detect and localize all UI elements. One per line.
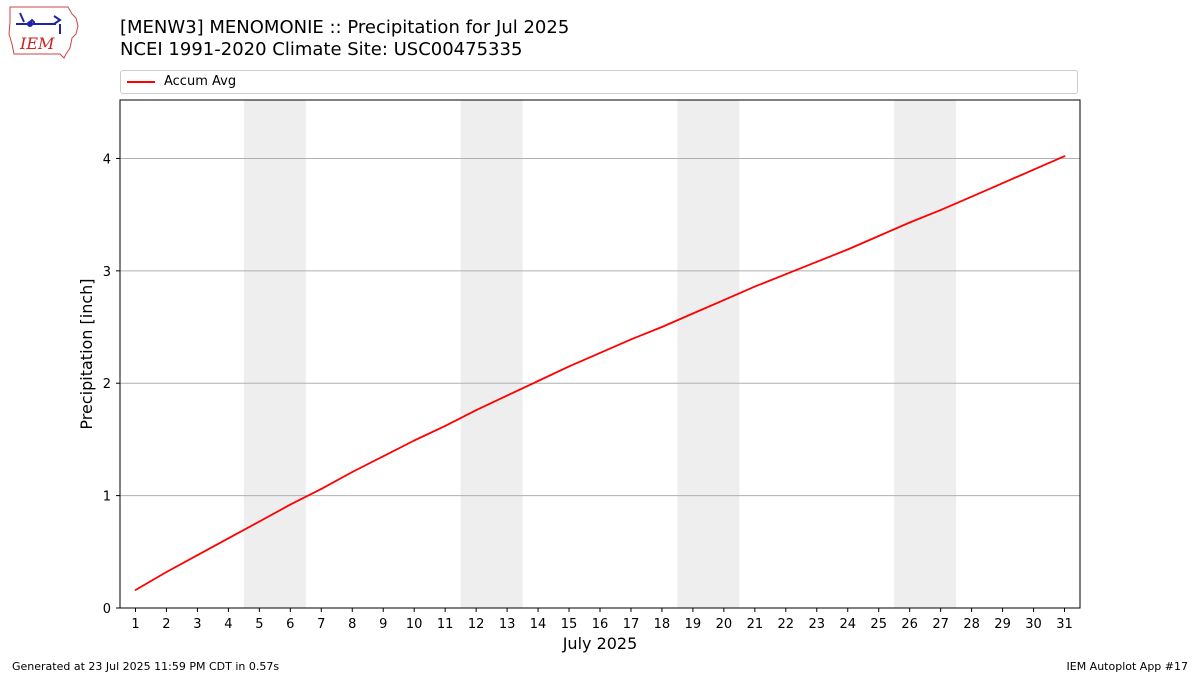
data-point-day-3 bbox=[196, 554, 199, 557]
y-tick-label-0: 0 bbox=[103, 602, 111, 617]
data-point-day-24 bbox=[846, 248, 849, 251]
x-tick-label-16: 16 bbox=[592, 617, 609, 632]
x-tick-label-31: 31 bbox=[1056, 617, 1073, 632]
autoplot-app-label: IEM Autoplot App #17 bbox=[1066, 660, 1189, 673]
iem-logo-text: IEM bbox=[19, 34, 55, 53]
data-point-day-8 bbox=[351, 471, 354, 473]
x-tick-label-17: 17 bbox=[623, 617, 640, 632]
data-point-day-18 bbox=[661, 326, 663, 328]
data-point-day-6 bbox=[289, 503, 292, 506]
data-point-day-22 bbox=[784, 273, 787, 276]
data-point-day-14 bbox=[537, 380, 539, 382]
legend-swatch-accum-avg bbox=[127, 81, 155, 83]
data-point-day-2 bbox=[165, 571, 168, 573]
data-point-day-13 bbox=[506, 394, 508, 397]
data-point-day-7 bbox=[320, 487, 323, 490]
x-tick-label-8: 8 bbox=[348, 617, 356, 632]
data-point-day-12 bbox=[475, 409, 478, 412]
data-point-day-15 bbox=[568, 365, 570, 368]
data-point-day-29 bbox=[1001, 182, 1004, 185]
x-tick-label-24: 24 bbox=[839, 617, 856, 632]
x-tick-label-22: 22 bbox=[778, 617, 795, 632]
x-tick-label-6: 6 bbox=[286, 617, 294, 632]
data-point-day-17 bbox=[630, 338, 632, 341]
data-point-day-21 bbox=[753, 285, 756, 288]
x-tick-label-1: 1 bbox=[131, 617, 139, 632]
y-axis-label: Precipitation [inch] bbox=[77, 278, 96, 429]
weekend-band-2 bbox=[460, 100, 523, 608]
chart-subtitle: NCEI 1991-2020 Climate Site: USC00475335 bbox=[120, 39, 523, 60]
x-tick-label-13: 13 bbox=[499, 617, 516, 632]
chart-legend: Accum Avg bbox=[120, 70, 1078, 94]
data-point-day-23 bbox=[815, 260, 818, 263]
x-tick-label-10: 10 bbox=[406, 617, 423, 632]
legend-label-accum-avg: Accum Avg bbox=[164, 74, 237, 89]
data-point-day-5 bbox=[258, 520, 261, 523]
data-point-day-4 bbox=[227, 537, 230, 540]
y-tick-label-2: 2 bbox=[103, 377, 111, 392]
x-tick-label-3: 3 bbox=[193, 617, 201, 632]
weekend-band-1 bbox=[243, 100, 306, 608]
x-tick-label-5: 5 bbox=[255, 617, 263, 632]
x-tick-label-28: 28 bbox=[963, 617, 980, 632]
x-tick-label-18: 18 bbox=[654, 617, 671, 632]
x-tick-label-11: 11 bbox=[437, 617, 454, 632]
generated-timestamp: Generated at 23 Jul 2025 11:59 PM CDT in… bbox=[12, 660, 280, 673]
x-tick-label-2: 2 bbox=[162, 617, 170, 632]
x-tick-label-12: 12 bbox=[468, 617, 485, 632]
x-tick-label-4: 4 bbox=[224, 617, 232, 632]
x-tick-label-25: 25 bbox=[870, 617, 887, 632]
data-point-day-20 bbox=[722, 299, 725, 301]
weekend-band-3 bbox=[677, 100, 740, 608]
data-point-day-28 bbox=[970, 195, 973, 198]
y-tick-label-4: 4 bbox=[103, 152, 111, 167]
weekend-band-4 bbox=[894, 100, 957, 608]
x-tick-label-21: 21 bbox=[747, 617, 764, 632]
y-tick-label-3: 3 bbox=[103, 265, 111, 280]
weather-vane-icon bbox=[16, 12, 62, 34]
chart-title: [MENW3] MENOMONIE :: Precipitation for J… bbox=[120, 17, 570, 38]
x-tick-label-7: 7 bbox=[317, 617, 325, 632]
x-tick-label-9: 9 bbox=[379, 617, 387, 632]
y-tick-label-1: 1 bbox=[103, 490, 111, 505]
x-tick-label-23: 23 bbox=[809, 617, 826, 632]
data-point-day-25 bbox=[877, 235, 880, 237]
data-point-day-19 bbox=[692, 312, 694, 315]
data-point-day-27 bbox=[939, 209, 942, 212]
data-point-day-9 bbox=[382, 455, 385, 458]
data-point-day-30 bbox=[1032, 168, 1035, 171]
data-point-day-1 bbox=[134, 589, 137, 591]
data-point-day-11 bbox=[444, 425, 447, 427]
x-tick-label-20: 20 bbox=[716, 617, 733, 632]
x-axis-label: July 2025 bbox=[562, 634, 638, 653]
x-tick-label-27: 27 bbox=[932, 617, 949, 632]
x-tick-label-15: 15 bbox=[561, 617, 578, 632]
x-tick-label-14: 14 bbox=[530, 617, 547, 632]
iem-logo: IEM bbox=[8, 6, 79, 59]
x-tick-label-30: 30 bbox=[1025, 617, 1042, 632]
x-tick-label-29: 29 bbox=[994, 617, 1011, 632]
data-point-day-16 bbox=[599, 351, 601, 354]
x-tick-label-19: 19 bbox=[685, 617, 702, 632]
x-tick-label-26: 26 bbox=[901, 617, 918, 632]
data-point-day-31 bbox=[1063, 155, 1066, 158]
data-point-day-10 bbox=[413, 439, 416, 442]
data-point-day-26 bbox=[908, 221, 911, 224]
